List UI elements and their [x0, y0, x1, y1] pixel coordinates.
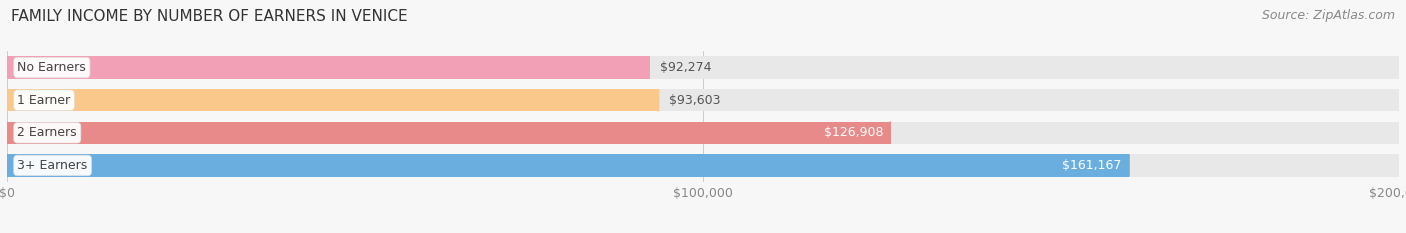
Bar: [7, 154, 1129, 177]
Text: FAMILY INCOME BY NUMBER OF EARNERS IN VENICE: FAMILY INCOME BY NUMBER OF EARNERS IN VE…: [11, 9, 408, 24]
Bar: [7, 122, 1399, 144]
Bar: [7, 56, 1399, 79]
Bar: [7, 122, 890, 144]
Bar: [7, 154, 1399, 177]
Text: $93,603: $93,603: [669, 94, 720, 107]
Text: 1 Earner: 1 Earner: [17, 94, 70, 107]
Bar: [7, 89, 658, 111]
Text: Source: ZipAtlas.com: Source: ZipAtlas.com: [1261, 9, 1395, 22]
Bar: [7, 89, 1399, 111]
Bar: [7, 56, 650, 79]
Text: $92,274: $92,274: [659, 61, 711, 74]
Text: $161,167: $161,167: [1063, 159, 1122, 172]
Text: No Earners: No Earners: [17, 61, 86, 74]
Text: $126,908: $126,908: [824, 126, 883, 139]
Text: 2 Earners: 2 Earners: [17, 126, 77, 139]
Text: 3+ Earners: 3+ Earners: [17, 159, 87, 172]
